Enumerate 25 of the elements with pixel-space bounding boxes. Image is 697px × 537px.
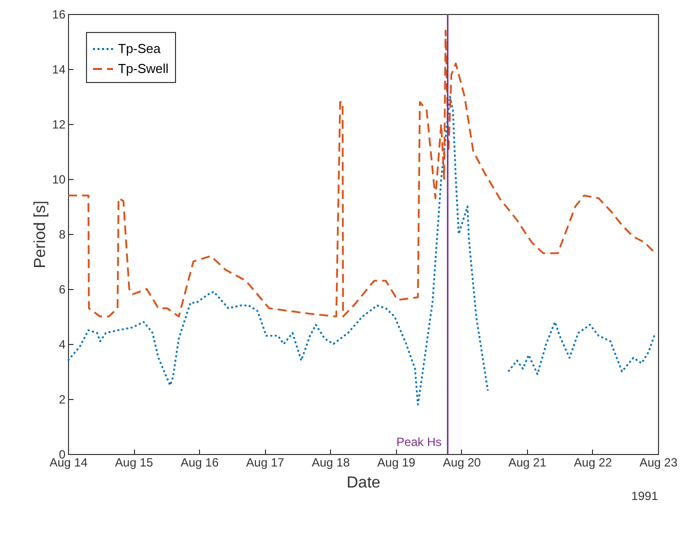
y-tick-label: 4 (58, 338, 66, 352)
x-tick-label: Aug 16 (180, 456, 219, 470)
y-tick-label: 6 (58, 282, 66, 296)
text: 1991 (631, 489, 658, 503)
y-tick-label: 8 (58, 228, 66, 242)
x-tick-label: Aug 19 (377, 456, 416, 470)
x-tick-label: Aug 15 (115, 456, 154, 470)
y-tick-label: 12 (52, 118, 66, 132)
line-series (67, 30, 656, 318)
legend-label: Tp-Sea (118, 41, 162, 56)
legend-label: Tp-Swell (118, 61, 169, 76)
x-tick-label: Aug 18 (312, 456, 350, 470)
x-tick-label: Aug 23 (639, 456, 678, 470)
x-tick-label: Aug 22 (574, 456, 612, 470)
x-tick-label: Aug 20 (442, 456, 482, 470)
y-tick-label: 2 (58, 392, 66, 406)
x-tick-label: Aug 17 (246, 456, 285, 470)
y-tick-label: 14 (52, 62, 66, 76)
x-axis-title: Date (346, 474, 380, 492)
y-tick-label: 16 (52, 8, 66, 22)
ref-line-label: Peak Hs (396, 435, 442, 449)
y-tick-label: 0 (58, 448, 66, 462)
x-tick-label: Aug 21 (508, 456, 547, 470)
y-axis-title: Period [s] (32, 200, 50, 268)
y-tick-label: 10 (52, 172, 66, 186)
